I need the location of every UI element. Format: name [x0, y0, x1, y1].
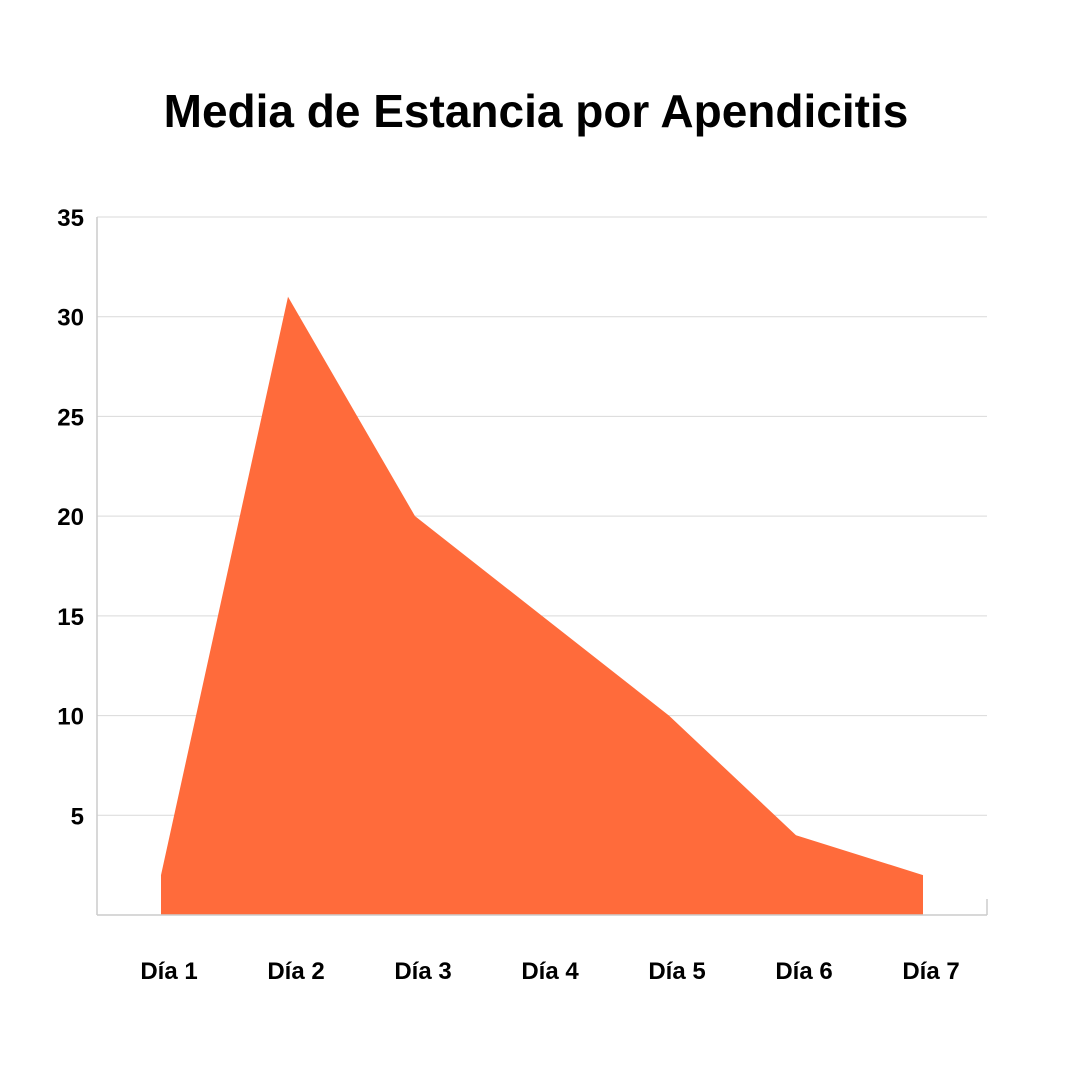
y-tick-label: 20: [57, 504, 84, 531]
y-axis-ticks: 5 10 15 20 25 30 35: [57, 205, 84, 830]
x-tick-label: Día 4: [521, 958, 579, 985]
x-tick-label: Día 1: [140, 958, 197, 985]
area-fill: [161, 296, 923, 915]
y-tick-label: 15: [57, 604, 84, 631]
y-tick-label: 30: [57, 305, 84, 332]
y-tick-label: 35: [57, 205, 84, 232]
x-tick-label: Día 7: [902, 958, 959, 985]
x-tick-label: Día 3: [394, 958, 451, 985]
x-axis-ticks: Día 1 Día 2 Día 3 Día 4 Día 5 Día 6 Día 7: [140, 958, 959, 985]
y-tick-label: 10: [57, 704, 84, 731]
x-tick-label: Día 5: [648, 958, 705, 985]
x-tick-label: Día 6: [775, 958, 832, 985]
y-tick-label: 25: [57, 404, 84, 431]
y-tick-label: 5: [71, 803, 84, 830]
x-tick-label: Día 2: [267, 958, 324, 985]
chart-title: Media de Estancia por Apendicitis: [163, 85, 909, 137]
axes: [96, 217, 988, 916]
area-series: [160, 296, 924, 915]
